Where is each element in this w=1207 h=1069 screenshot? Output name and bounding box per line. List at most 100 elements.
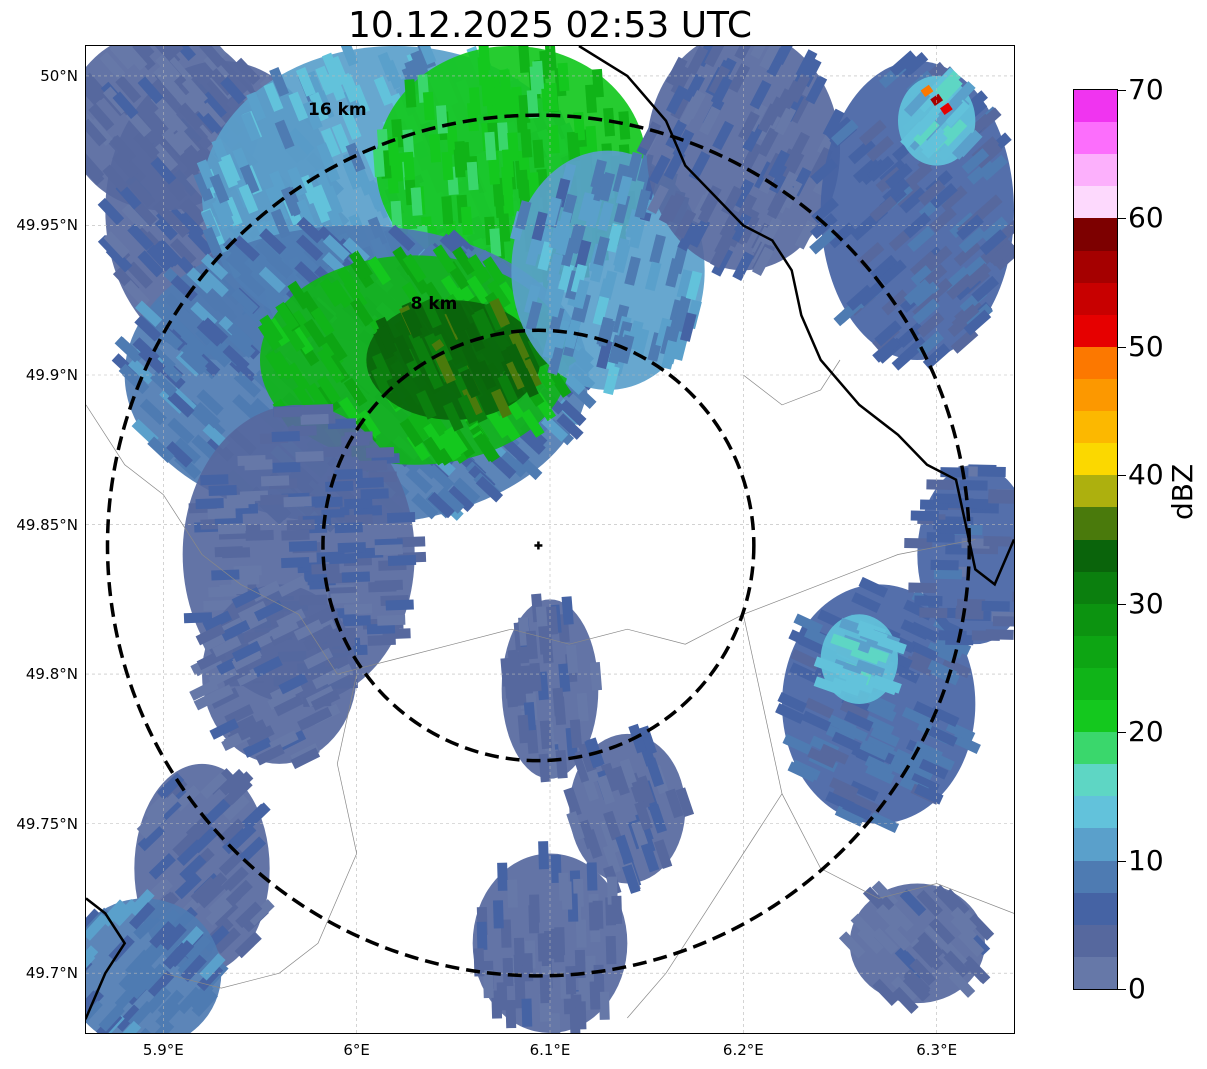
echo-gate [232, 394, 260, 421]
echo-gate [866, 135, 895, 162]
echo-gate [155, 356, 183, 383]
echo-gate [574, 949, 586, 979]
echo-gate [281, 529, 310, 541]
echo-gate [951, 733, 981, 754]
echo-gate [203, 798, 231, 826]
echo-gate [763, 96, 786, 126]
echo-gate [175, 147, 202, 176]
echo-gate [185, 89, 212, 118]
echo-gate [421, 298, 442, 329]
echo-gate [936, 76, 963, 105]
echo-gate [484, 131, 497, 161]
echo-gate [892, 986, 919, 1014]
echo-gate [871, 880, 899, 908]
echo-gate [967, 158, 995, 185]
echo-gate [963, 309, 992, 336]
echo-gate [253, 656, 283, 678]
echo-gate [321, 52, 342, 83]
echo-gate [608, 334, 625, 365]
radar-map[interactable]: 8 km 16 km [85, 45, 1015, 1034]
radar-site-marker [534, 541, 543, 550]
echo-gate [187, 229, 215, 257]
echo-gate [514, 200, 532, 230]
echo-gate [686, 46, 709, 76]
echo-gate [526, 725, 539, 754]
echo-gate [396, 536, 426, 548]
echo-gate [222, 794, 250, 821]
echo-gate [520, 129, 533, 158]
echo-gate [305, 403, 334, 416]
echo-gate [913, 783, 944, 805]
echo-gate [180, 349, 208, 376]
echo-gate [838, 931, 866, 959]
echo-gate [128, 888, 155, 917]
colorbar [1073, 89, 1118, 990]
echo-gate [859, 739, 890, 761]
echo-gate [152, 240, 180, 268]
echo-gate [136, 809, 164, 837]
echo-gate [850, 913, 878, 941]
echo-gate [167, 939, 195, 968]
echo-gate [467, 254, 492, 283]
latitude-tick-label: 49.7°N [25, 964, 78, 983]
echo-gate [371, 366, 392, 397]
echo-gate [184, 934, 212, 962]
echo-gate [922, 343, 951, 370]
echo-gate [849, 780, 879, 802]
echo-gate [212, 635, 242, 658]
echo-gate [302, 706, 333, 729]
echo-gate [908, 640, 939, 662]
echo-gate [924, 245, 953, 272]
colorbar-segment [1074, 699, 1117, 733]
echo-gate [209, 173, 230, 204]
colorbar-segment [1074, 121, 1117, 155]
echo-gate [938, 630, 967, 641]
echo-gate [214, 197, 235, 228]
echo-gate [229, 823, 257, 850]
colorbar-segment [1074, 346, 1117, 379]
echo-gate [257, 321, 282, 351]
echo-gate [963, 957, 991, 985]
echo-gate [169, 238, 197, 266]
echo-gate [189, 679, 219, 701]
echo-gate [564, 319, 581, 349]
echo-gate [507, 649, 520, 679]
echo-gate [599, 819, 619, 849]
echo-gate [501, 149, 514, 178]
echo-gate [842, 799, 872, 821]
echo-gate [166, 56, 193, 85]
echo-gate [547, 345, 564, 375]
echo-gate [99, 51, 126, 80]
admin-boundary [627, 793, 783, 1019]
echo-gate [680, 312, 697, 342]
echo-gate [167, 391, 195, 418]
echo-gate [403, 151, 416, 181]
echo-gate [565, 644, 579, 674]
latitude-tick-label: 49.95°N [16, 216, 78, 235]
colorbar-segment [1074, 892, 1117, 925]
echo-gate [129, 46, 156, 71]
echo-gate [196, 320, 224, 347]
latitude-tick-label: 49.75°N [16, 814, 78, 833]
echo-gate [811, 146, 833, 177]
echo-gate [578, 819, 597, 850]
echo-gate [114, 336, 142, 363]
echo-gate [155, 54, 182, 82]
echo-gate [312, 667, 342, 690]
echo-gate [525, 301, 543, 331]
echo-gate [222, 344, 250, 372]
colorbar-segment [1074, 667, 1117, 701]
echo-gate [475, 360, 497, 390]
echo-gate [295, 67, 316, 97]
echo-gate [121, 203, 148, 231]
echo-gate [443, 304, 465, 334]
echo-gate [911, 281, 940, 308]
echo-gate [547, 287, 565, 318]
echo-gate [489, 228, 502, 257]
echo-gate [547, 306, 565, 337]
echo-gate [137, 824, 165, 852]
echo-gate [775, 703, 805, 725]
echo-gate [175, 829, 203, 856]
echo-gate [273, 694, 304, 717]
echo-gate [191, 434, 219, 461]
